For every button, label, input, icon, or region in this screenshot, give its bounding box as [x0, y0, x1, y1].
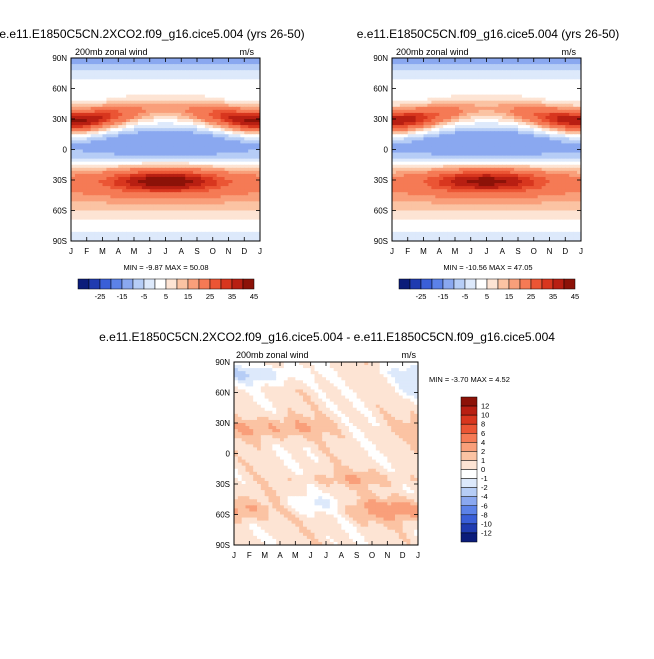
colorbar-swatch	[199, 279, 210, 289]
y-tick-label: 90S	[53, 237, 67, 246]
panel-2-units-label: m/s	[562, 47, 577, 57]
y-tick-label: 60N	[52, 85, 67, 94]
colorbar-swatch	[144, 279, 155, 289]
colorbar-swatch	[89, 279, 100, 289]
colorbar-swatch	[177, 279, 188, 289]
y-tick-label: 30S	[53, 176, 67, 185]
colorbar-swatch	[232, 279, 243, 289]
colorbar-label: -5	[141, 292, 148, 301]
colorbar-label: 25	[206, 292, 214, 301]
x-tick-label: A	[179, 247, 185, 256]
colorbar-swatch	[133, 279, 144, 289]
x-tick-label: D	[241, 247, 247, 256]
x-tick-label: O	[210, 247, 216, 256]
y-tick-label: 30N	[52, 115, 67, 124]
colorbar-label: 45	[250, 292, 258, 301]
colorbar-swatch	[210, 279, 221, 289]
colorbar-swatch	[166, 279, 177, 289]
panel-1-units-label: m/s	[240, 47, 255, 57]
panel-2-field	[392, 58, 582, 242]
panel-1-field	[71, 58, 261, 242]
colorbar-swatch	[243, 279, 254, 289]
colorbar-swatch	[100, 279, 111, 289]
panel-1-title: e.e11.E1850C5CN.2XCO2.f09_g16.cice5.004 …	[0, 27, 305, 41]
panel-1-plot-area	[71, 58, 261, 242]
y-tick-label: 60S	[53, 207, 67, 216]
colorbar-label: 15	[184, 292, 192, 301]
panel-2-variable-label: 200mb zonal wind	[396, 47, 469, 57]
x-tick-label: N	[226, 247, 232, 256]
x-tick-label: J	[258, 247, 262, 256]
panel-2: e.e11.E1850C5CN.f09_g16.cice5.004 (yrs 2…	[357, 27, 620, 301]
colorbar-swatch	[155, 279, 166, 289]
y-tick-label: 0	[63, 146, 68, 155]
x-tick-label: M	[99, 247, 106, 256]
x-tick-label: J	[148, 247, 152, 256]
x-tick-label: A	[116, 247, 122, 256]
colorbar-label: 5	[164, 292, 168, 301]
panel-1-minmax: MIN = -9.87 MAX = 50.08	[123, 263, 208, 272]
x-tick-label: S	[194, 247, 199, 256]
panel-1-colorbar: -25 -15 -5 5 15 25 35 45	[78, 279, 258, 301]
panel-1: e.e11.E1850C5CN.2XCO2.f09_g16.cice5.004 …	[0, 27, 305, 301]
x-tick-label: F	[84, 247, 89, 256]
y-tick-label: 90N	[52, 54, 67, 63]
colorbar-swatch	[122, 279, 133, 289]
panel-2-title: e.e11.E1850C5CN.f09_g16.cice5.004 (yrs 2…	[357, 27, 620, 41]
panel-2-plot-area	[392, 58, 582, 242]
x-tick-label: J	[164, 247, 168, 256]
colorbar-label: 35	[228, 292, 236, 301]
x-tick-label: J	[69, 247, 73, 256]
x-tick-label: M	[131, 247, 138, 256]
colorbar-swatch	[78, 279, 89, 289]
panel-1-variable-label: 200mb zonal wind	[75, 47, 148, 57]
colorbar-swatch	[221, 279, 232, 289]
colorbar-swatch	[188, 279, 199, 289]
colorbar-swatch	[111, 279, 122, 289]
colorbar-label: -15	[117, 292, 128, 301]
colorbar-label: -25	[95, 292, 106, 301]
